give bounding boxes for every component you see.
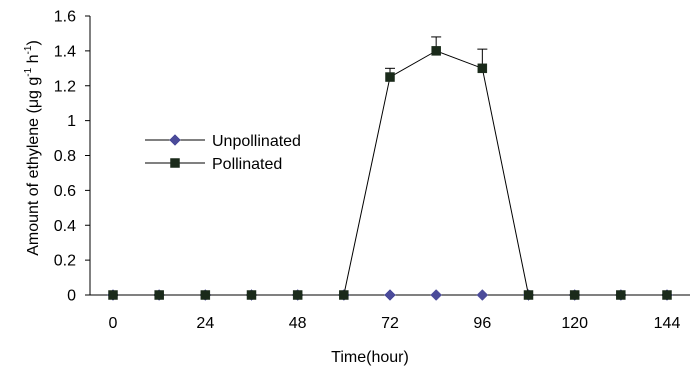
data-point (476, 289, 489, 301)
data-point (200, 290, 211, 300)
axes (89, 16, 690, 296)
y-axis-title-end: ) (25, 40, 42, 45)
y-tick-label: 1.4 (54, 43, 76, 60)
data-point (384, 289, 396, 301)
y-tick-label: 0 (67, 288, 76, 305)
square-marker-icon (170, 158, 180, 168)
x-tick-label: 96 (473, 315, 491, 332)
legend-label: Unpollinated (212, 133, 301, 150)
x-tick-label: 120 (561, 315, 588, 332)
y-tick-label: 0.4 (54, 218, 76, 235)
ticks: 0 0.2 0.4 0.6 0.8 1 1.2 1.4 1.6 0 24 48 72 96 120 144 (54, 9, 681, 333)
data-point (431, 46, 441, 56)
x-tick-label: 48 (289, 315, 307, 332)
y-tick-label: 1 (67, 113, 76, 130)
data-point (662, 290, 672, 300)
data-point (616, 290, 626, 300)
x-tick-label: 144 (654, 315, 681, 332)
data-point (292, 290, 303, 300)
data-point (523, 290, 534, 300)
y-tick-label: 0.6 (54, 183, 76, 200)
data-point (339, 290, 349, 300)
y-tick-label: 0.8 (54, 148, 76, 165)
y-tick-label: 1.2 (54, 78, 76, 95)
y-tick-label: 1.6 (54, 9, 76, 26)
y-axis-title-sup2: -1 (23, 45, 34, 54)
x-tick-label: 72 (381, 315, 399, 332)
y-axis-title-main: Amount of ethylene (μg g (25, 77, 42, 256)
data-point (569, 290, 580, 300)
diamond-marker-icon (169, 134, 181, 146)
y-axis-title-mid: h (25, 54, 42, 67)
legend-label: Pollinated (212, 156, 282, 173)
x-tick-label: 24 (196, 315, 214, 332)
series-pollinated (108, 36, 672, 300)
data-point (154, 290, 164, 300)
y-tick-label: 0.2 (54, 253, 76, 270)
data-point (108, 290, 118, 300)
series-layer (107, 36, 673, 301)
data-point (430, 289, 443, 301)
x-tick-label: 0 (109, 315, 118, 332)
data-point (477, 63, 488, 74)
legend: Unpollinated Pollinated (145, 133, 301, 173)
y-axis-title: Amount of ethylene (μg g-1 h-1) (23, 40, 42, 256)
data-point (246, 290, 257, 300)
x-axis-title: Time(hour) (331, 349, 409, 366)
data-point (385, 72, 395, 82)
series-line (113, 50, 667, 296)
y-axis-title-sup1: -1 (23, 67, 34, 76)
